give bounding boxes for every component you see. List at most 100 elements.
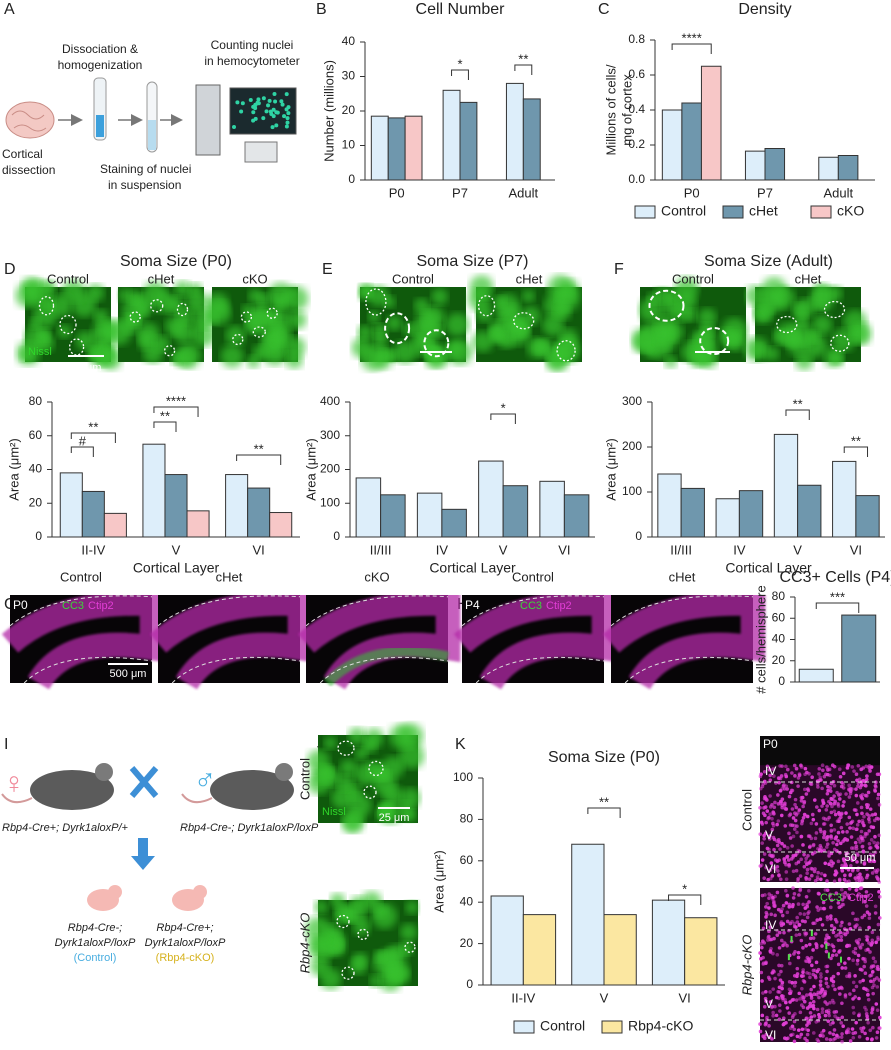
ctip2-nucleus [852, 1011, 856, 1015]
ctip2-nucleus [783, 801, 787, 806]
ctip2-nucleus [837, 817, 842, 821]
label: cHet [216, 569, 243, 584]
ctip2-nucleus [829, 823, 833, 828]
cell-blob [415, 310, 439, 334]
significance-bracket [815, 602, 860, 613]
ctip2-nucleus [819, 986, 823, 990]
cell-blob [764, 346, 780, 361]
ctip2-nucleus [825, 915, 830, 919]
ctip2-nucleus [777, 780, 781, 785]
y-tick-label: 20 [342, 103, 356, 117]
mouse-tail [1, 793, 33, 804]
ctip2-nucleus [825, 964, 830, 969]
ctip2-nucleus [865, 1036, 870, 1041]
ctip2-nucleus [853, 946, 858, 951]
ctip2-nucleus [788, 1026, 793, 1030]
ctip2-nucleus [777, 858, 781, 862]
cell-blob [849, 322, 872, 345]
ctip2-nucleus [877, 880, 882, 884]
ctip2-nucleus [787, 813, 792, 818]
ctip2-nucleus [821, 900, 826, 905]
ctip2-nucleus [872, 859, 877, 864]
soma-outline [699, 327, 730, 355]
ctip2-nucleus [859, 829, 864, 834]
ctip2-nucleus [838, 841, 843, 846]
cell-blob [364, 728, 384, 748]
ctip2-nucleus [874, 1036, 879, 1040]
ctip2-nucleus [874, 1002, 879, 1006]
ctip2-nucleus [785, 854, 790, 859]
ctip2-nucleus [825, 765, 829, 769]
ctip2-nucleus [848, 873, 852, 878]
ctip2-nucleus [858, 926, 862, 930]
ctip2-nucleus [785, 919, 790, 924]
bar [387, 117, 406, 181]
cell-blob [445, 312, 470, 337]
cell-blob [310, 956, 331, 977]
ctip2-nucleus [868, 807, 873, 811]
ctip2-nucleus [831, 944, 836, 949]
ctip2-nucleus [781, 943, 785, 948]
y-tick-label: 300 [320, 428, 340, 442]
ctip2-nucleus [767, 896, 771, 900]
ctip2-nucleus [773, 1004, 777, 1009]
x-tick-label: II-IV [81, 542, 105, 557]
ctip2-nucleus [827, 850, 831, 855]
ctip2-nucleus [838, 792, 843, 796]
ctip2-nucleus [828, 1031, 832, 1035]
nucleus-dot [282, 114, 287, 119]
ctip2-nucleus [866, 790, 871, 795]
y-axis-label: mg of cortex [619, 74, 634, 146]
ctip2-nucleus [791, 834, 796, 839]
ctip2-nucleus [778, 978, 783, 982]
y-tick-label: 20 [772, 653, 786, 667]
ctip2-nucleus [870, 1006, 875, 1010]
ctip2-nucleus [829, 859, 833, 864]
cell-blob [745, 285, 767, 306]
ctip2-nucleus [865, 805, 870, 810]
microscope [195, 84, 221, 156]
nucleus-dot [284, 92, 289, 97]
ctip2-nucleus [865, 938, 869, 942]
ctip2-nucleus [825, 1002, 829, 1006]
ctip2-nucleus [781, 1022, 786, 1027]
cell-blob [701, 352, 718, 369]
ctip2-nucleus [758, 832, 763, 836]
y-axis-label: Area (μm²) [6, 438, 21, 500]
ctip2-nucleus [832, 879, 837, 883]
ctip2-nucleus [819, 871, 824, 876]
ctip2-nucleus [834, 934, 838, 938]
ctip2-nucleus [846, 893, 850, 897]
ctip2-nucleus [792, 1039, 797, 1044]
ctip2-nucleus [847, 887, 852, 891]
cortex-outline [624, 656, 754, 684]
ctip2-nucleus [871, 991, 875, 996]
cell-blob [431, 288, 448, 305]
ctip2-nucleus [870, 871, 875, 875]
cell-blob [284, 336, 306, 358]
ctip2-nucleus [863, 1031, 867, 1036]
ctip2-nucleus [830, 863, 834, 868]
ctip2-nucleus [862, 913, 867, 918]
ctip2-nucleus [760, 822, 765, 826]
ctip2-nucleus [799, 857, 803, 862]
ctip2-nucleus [825, 837, 829, 842]
ctip2-nucleus [805, 993, 809, 997]
ctip2-nucleus [800, 1027, 805, 1032]
ctip2-nucleus [762, 1036, 767, 1041]
soma-outline [163, 345, 176, 357]
bar [797, 484, 822, 538]
ctip2-nucleus [827, 1013, 831, 1018]
ctip2-nucleus [760, 1013, 765, 1018]
ctip2-nucleus [840, 780, 844, 785]
soma-outline [337, 740, 355, 756]
ctip2-nucleus [844, 852, 849, 856]
ctip2-nucleus [792, 827, 797, 831]
y-tick-label: 0 [635, 529, 642, 543]
chart-title: Soma Size (P7) [416, 253, 528, 270]
ctip2-nucleus [799, 798, 804, 803]
nucleus-dot [271, 107, 276, 112]
ctip2-nucleus [798, 912, 803, 916]
ctip2-nucleus [799, 795, 804, 800]
